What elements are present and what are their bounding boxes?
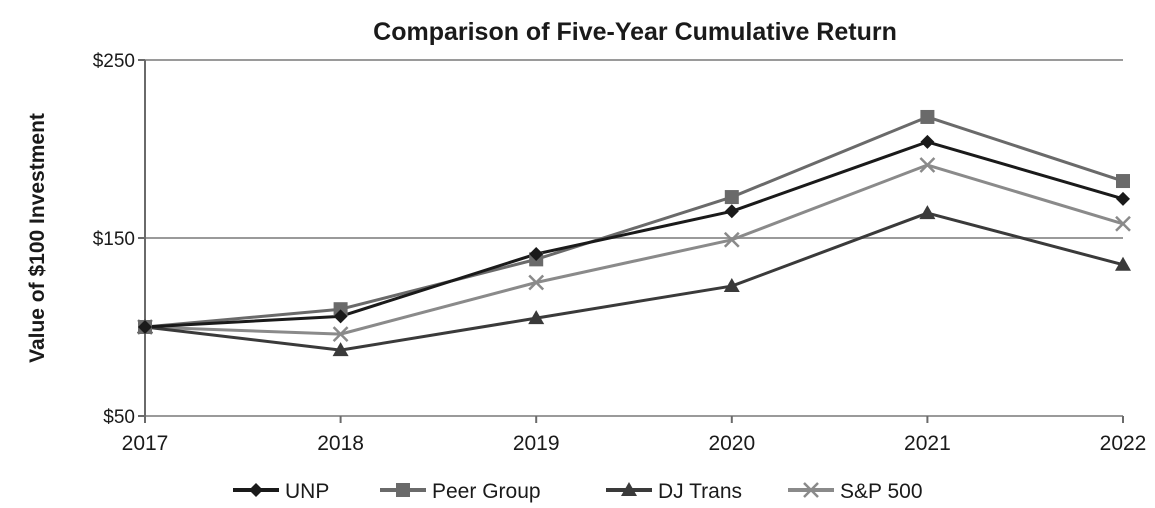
legend-label: UNP (285, 480, 329, 503)
marker-stroke (803, 482, 819, 498)
x-tick-label: 2019 (513, 432, 560, 455)
chart-title: Comparison of Five-Year Cumulative Retur… (373, 18, 897, 46)
series-line (144, 140, 1124, 329)
data-point (919, 157, 936, 173)
data-point (138, 320, 152, 334)
marker-stroke (723, 231, 740, 248)
x-tick-label: 2021 (904, 432, 951, 455)
marker-stroke (332, 326, 349, 343)
chart-legend: UNP Peer Group DJ Trans S&P 500 (233, 480, 923, 503)
data-point (919, 205, 936, 220)
legend-marker (249, 483, 263, 497)
x-tick-label: 2017 (122, 432, 169, 455)
series-line (144, 211, 1124, 352)
data-point (332, 326, 349, 343)
data-point (920, 134, 935, 149)
data-point (724, 204, 739, 219)
data-point (332, 342, 349, 357)
legend-label: S&P 500 (840, 480, 923, 503)
marker-stroke (528, 274, 545, 291)
data-point (1115, 215, 1131, 232)
marker-stroke (1115, 215, 1131, 232)
legend-marker (803, 482, 819, 498)
legend-marker (621, 482, 637, 496)
data-point (333, 302, 348, 317)
data-point (920, 109, 935, 124)
data-point (724, 190, 739, 205)
legend-marker (396, 483, 410, 497)
x-tick-label: 2020 (708, 432, 755, 455)
series-line (144, 163, 1124, 336)
data-point (723, 278, 740, 293)
data-point (528, 310, 545, 325)
marker-stroke (919, 157, 936, 173)
legend-label: Peer Group (432, 480, 541, 503)
data-point (528, 274, 545, 291)
y-axis-label: Value of $100 Investment (26, 113, 49, 363)
series-line (144, 115, 1124, 329)
x-tick-label: 2018 (317, 432, 364, 455)
y-tick-label: $250 (93, 51, 135, 72)
y-tick-label: $150 (93, 229, 135, 250)
data-point (529, 247, 544, 262)
legend-label: DJ Trans (658, 480, 742, 503)
x-tick-label: 2022 (1100, 432, 1147, 455)
plot-area: $50 $150 $250 2017 2018 2019 2020 2021 2022 (93, 51, 1147, 455)
data-point (723, 231, 740, 248)
data-point (1116, 174, 1130, 189)
data-point (1116, 191, 1130, 206)
y-tick-label: $50 (103, 407, 135, 428)
data-point (1115, 256, 1131, 271)
data-point (333, 309, 348, 324)
